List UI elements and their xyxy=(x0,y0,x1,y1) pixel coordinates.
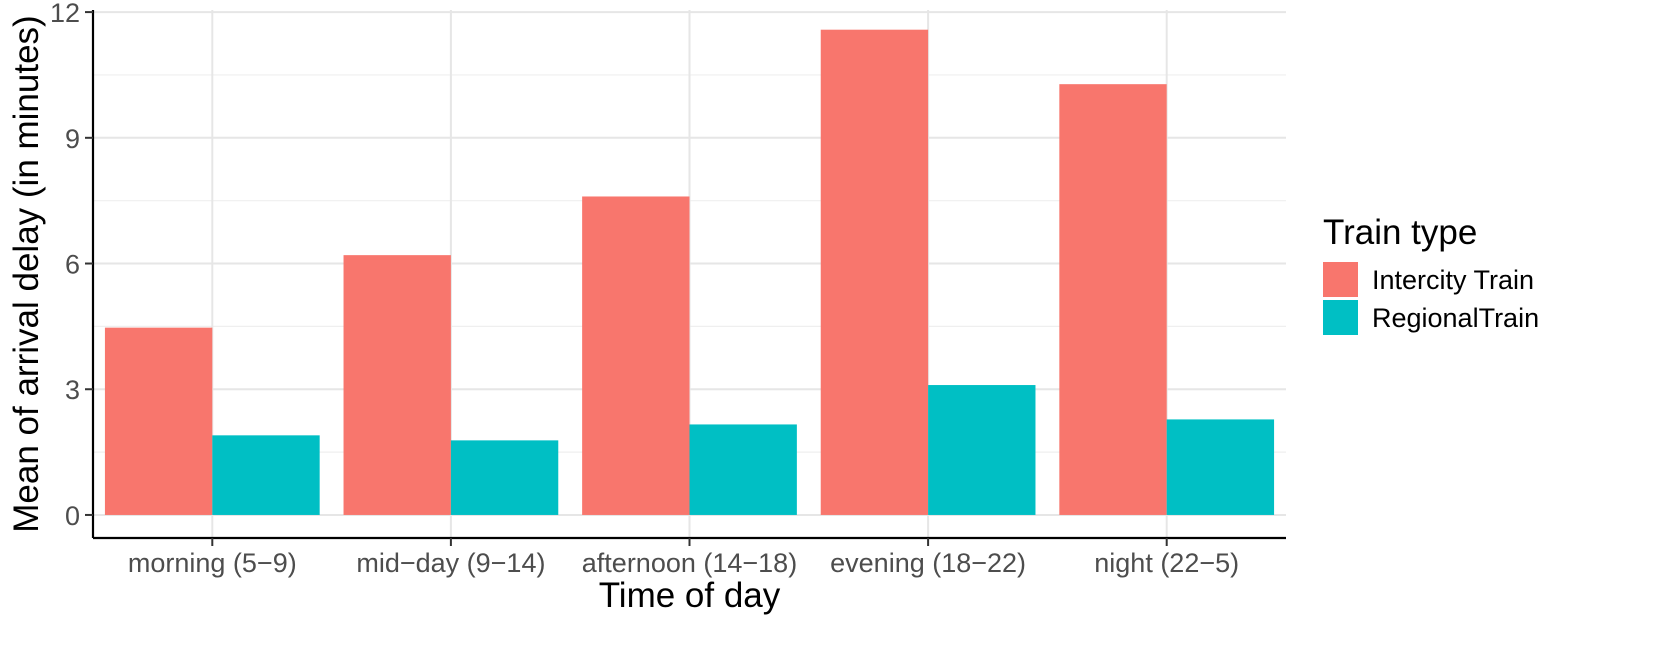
y-tick-label: 9 xyxy=(65,124,80,154)
bar xyxy=(582,196,690,515)
y-tick-label: 12 xyxy=(50,0,80,28)
x-tick-label: night (22−5) xyxy=(1094,548,1239,578)
bar xyxy=(450,440,559,515)
x-tick-label: mid−day (9−14) xyxy=(356,548,545,578)
x-tick-label: morning (5−9) xyxy=(128,548,297,578)
legend-label: RegionalTrain xyxy=(1372,303,1539,333)
bar xyxy=(1059,84,1167,515)
legend-label: Intercity Train xyxy=(1372,265,1534,295)
legend-title: Train type xyxy=(1323,213,1477,252)
y-tick-label: 6 xyxy=(65,250,80,280)
y-axis-title: Mean of arrival delay (in minutes) xyxy=(7,15,46,532)
y-tick-label: 0 xyxy=(65,501,80,531)
bar xyxy=(689,424,797,515)
bar xyxy=(343,255,451,515)
y-tick-label: 3 xyxy=(65,375,80,405)
legend-swatch xyxy=(1323,300,1358,335)
bar xyxy=(820,29,929,515)
x-tick-label: afternoon (14−18) xyxy=(582,548,797,578)
x-axis-title: Time of day xyxy=(599,576,781,615)
bar xyxy=(104,327,213,515)
x-tick-label: evening (18−22) xyxy=(830,548,1026,578)
bar xyxy=(928,385,1036,515)
axis-ticks: 0 3 6 9 12 morning (5−9) mid−day (9−14) afterno… xyxy=(50,0,1239,578)
bars xyxy=(104,29,1275,515)
bar xyxy=(212,435,320,515)
legend: Train type Intercity Train RegionalTrain xyxy=(1323,213,1539,335)
legend-swatch xyxy=(1323,262,1358,297)
bar xyxy=(1166,419,1275,515)
